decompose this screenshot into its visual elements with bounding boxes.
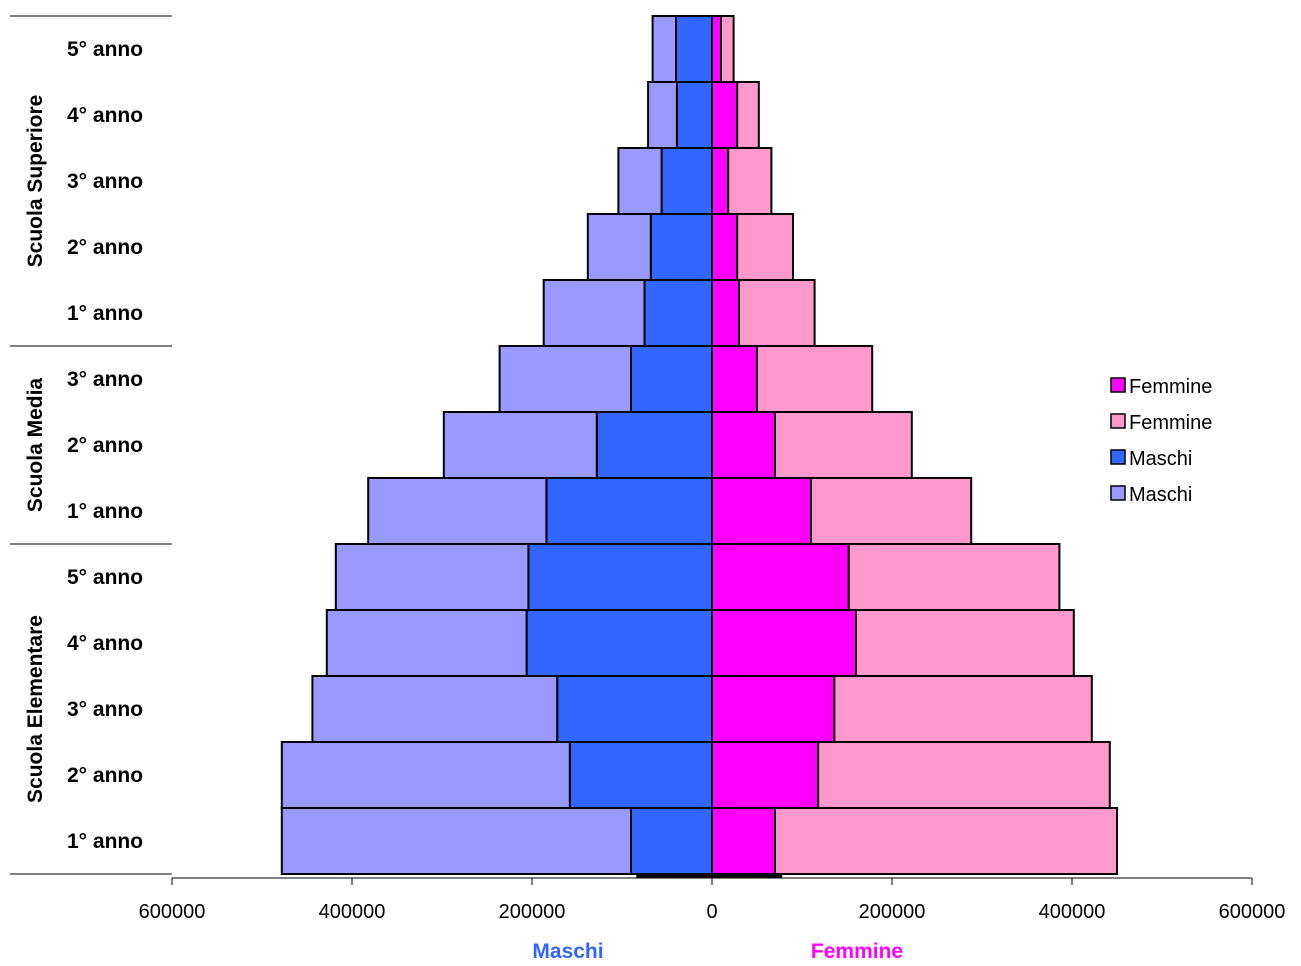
bar-maschi-4 <box>527 543 714 611</box>
bar-femmine-1 <box>711 741 820 809</box>
group-labels: Scuola Elementare Scuola Media Scuola Supe… <box>10 15 172 875</box>
x-axis: 600000 400000 200000 0 200000 400000 600000 <box>139 877 1286 923</box>
group-label: Scuola Elementare <box>24 615 47 803</box>
bars-layer <box>280 15 1118 878</box>
category-label: 3° anno <box>67 698 143 721</box>
bar-maschi-9 <box>586 213 652 281</box>
legend-label: Femmine <box>1129 412 1212 434</box>
legend-label: Femmine <box>1129 376 1212 398</box>
x-tick-label: 600000 <box>139 901 206 923</box>
legend-label: Maschi <box>1129 448 1192 470</box>
group-label: Scuola Superiore <box>24 95 47 268</box>
bar-maschi-12 <box>651 15 677 83</box>
x-tick-label: 200000 <box>859 901 926 923</box>
legend-swatch <box>1110 377 1126 393</box>
category-label: 4° anno <box>67 104 143 127</box>
category-labels: 1° anno 2° anno 3° anno 4° anno 5° anno 1° an… <box>67 38 143 853</box>
bar-femmine-12 <box>720 15 735 83</box>
category-label: 2° anno <box>67 434 143 457</box>
bar-maschi-5 <box>367 477 548 545</box>
x-tick-label: 0 <box>706 901 717 923</box>
bar-femmine-9 <box>711 213 739 281</box>
bar-maschi-0 <box>280 807 632 875</box>
bar-femmine-11 <box>736 81 760 149</box>
category-label: 2° anno <box>67 236 143 259</box>
bar-maschi-7 <box>630 345 713 413</box>
bar-femmine-6 <box>774 411 913 479</box>
bar-femmine-5 <box>810 477 973 545</box>
bar-maschi-8 <box>542 279 646 347</box>
bar-femmine-9 <box>736 213 795 281</box>
bar-femmine-8 <box>711 279 740 347</box>
bar-femmine-2 <box>711 675 836 743</box>
category-label: 3° anno <box>67 170 143 193</box>
bar-maschi-0 <box>630 807 713 875</box>
bar-femmine-7 <box>756 345 874 413</box>
bar-maschi-3 <box>325 609 528 677</box>
bar-maschi-4 <box>334 543 530 611</box>
bar-maschi-3 <box>525 609 713 677</box>
bar-maschi-1 <box>280 741 571 809</box>
legend: Femmine Femmine Maschi Maschi <box>1110 376 1212 506</box>
bar-femmine-11 <box>711 81 739 149</box>
legend-swatch <box>1110 413 1126 429</box>
bar-femmine-3 <box>855 609 1075 677</box>
category-label: 1° anno <box>67 830 143 853</box>
bar-maschi-11 <box>647 81 678 149</box>
category-label: 3° anno <box>67 368 143 391</box>
bar-maschi-6 <box>595 411 713 479</box>
bar-maschi-11 <box>675 81 714 149</box>
legend-label: Maschi <box>1129 484 1192 506</box>
bar-femmine-10 <box>711 147 730 215</box>
bar-maschi-8 <box>643 279 713 347</box>
bar-femmine-6 <box>711 411 776 479</box>
bar-maschi-5 <box>545 477 714 545</box>
legend-swatch <box>1110 449 1126 465</box>
bar-maschi-10 <box>660 147 713 215</box>
bar-femmine-2 <box>833 675 1093 743</box>
bar-femmine-0 <box>774 807 1118 875</box>
category-label: 1° anno <box>67 302 143 325</box>
category-label: 5° anno <box>67 38 143 61</box>
bar-femmine-8 <box>738 279 816 347</box>
bar-femmine-4 <box>847 543 1061 611</box>
bar-maschi-7 <box>498 345 632 413</box>
bar-maschi-2 <box>311 675 559 743</box>
left-side-label: Maschi <box>532 940 603 963</box>
category-label: 4° anno <box>67 632 143 655</box>
x-tick-label: 400000 <box>1039 901 1106 923</box>
bar-femmine-5 <box>711 477 812 545</box>
bar-femmine-12 <box>711 15 722 83</box>
bar-maschi-10 <box>617 147 663 215</box>
center-baseline <box>636 874 783 878</box>
legend-entries: Femmine Femmine Maschi Maschi <box>1110 376 1212 506</box>
category-label: 1° anno <box>67 500 143 523</box>
bar-femmine-4 <box>711 543 850 611</box>
legend-swatch <box>1110 485 1126 501</box>
category-label: 5° anno <box>67 566 143 589</box>
x-tick-label: 200000 <box>499 901 566 923</box>
x-tick-label: 400000 <box>319 901 386 923</box>
bar-femmine-0 <box>711 807 776 875</box>
bar-femmine-1 <box>817 741 1111 809</box>
bar-maschi-2 <box>556 675 714 743</box>
bar-femmine-10 <box>727 147 773 215</box>
right-side-label: Femmine <box>811 940 903 963</box>
bar-maschi-6 <box>442 411 598 479</box>
bar-maschi-1 <box>568 741 713 809</box>
bar-maschi-9 <box>649 213 713 281</box>
x-tick-label: 600000 <box>1219 901 1286 923</box>
bar-femmine-3 <box>711 609 857 677</box>
category-label: 2° anno <box>67 764 143 787</box>
bar-maschi-12 <box>675 15 713 83</box>
group-label: Scuola Media <box>24 378 47 513</box>
bar-femmine-7 <box>711 345 758 413</box>
